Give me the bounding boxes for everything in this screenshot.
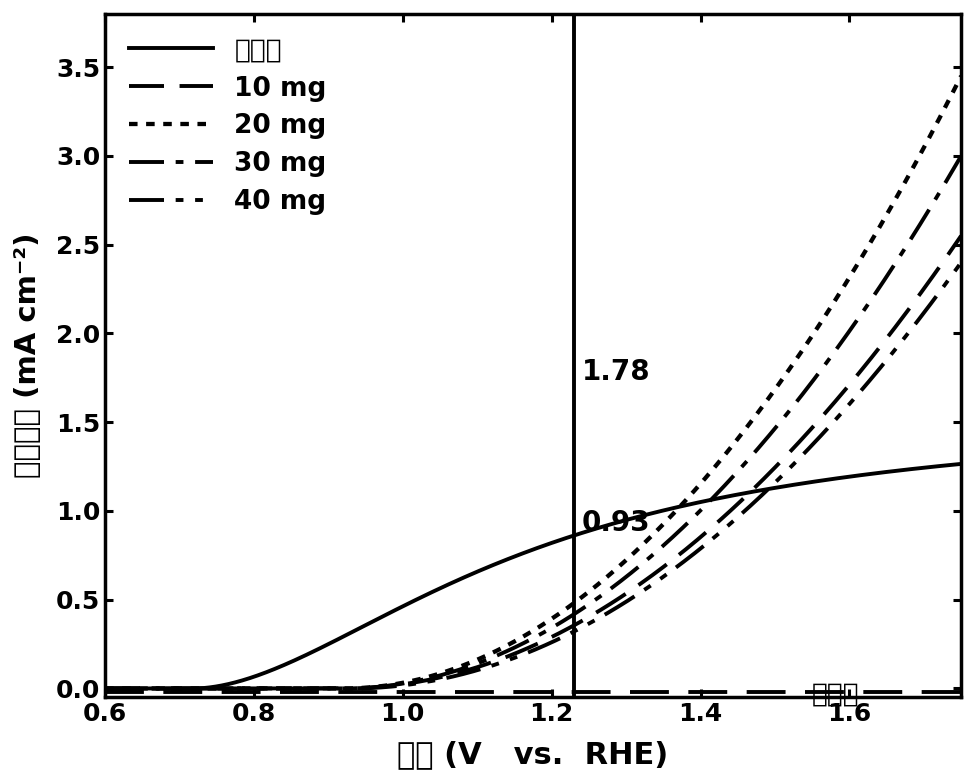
Text: 0.93: 0.93 xyxy=(581,510,650,537)
X-axis label: 电压 (V   vs.  RHE): 电压 (V vs. RHE) xyxy=(398,740,669,769)
Y-axis label: 电流密度 (mA cm⁻²): 电流密度 (mA cm⁻²) xyxy=(14,233,42,478)
Legend: 空白样, 10 mg, 20 mg, 30 mg, 40 mg: 空白样, 10 mg, 20 mg, 30 mg, 40 mg xyxy=(118,27,337,226)
Text: 暗电流: 暗电流 xyxy=(812,681,860,707)
Text: 1.78: 1.78 xyxy=(581,359,650,387)
